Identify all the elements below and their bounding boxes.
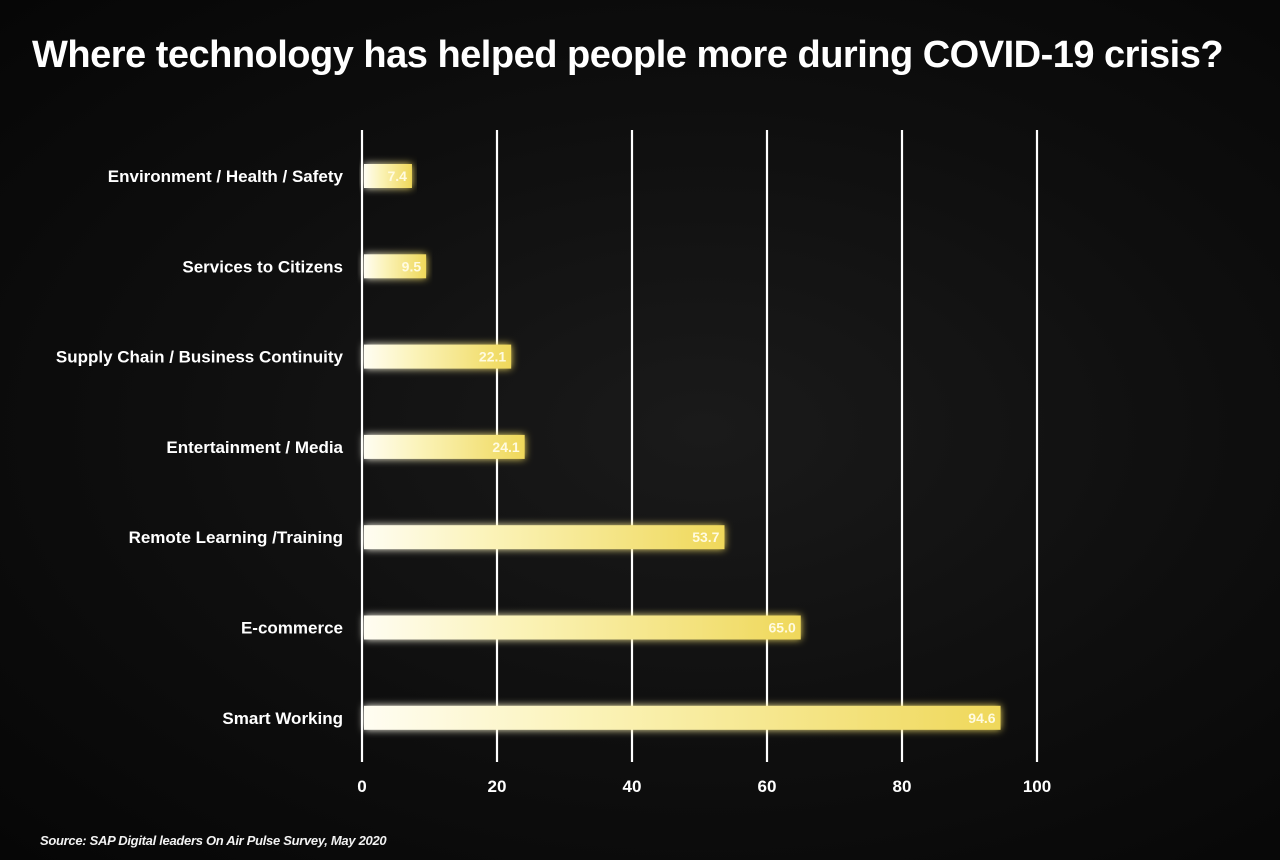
category-label-0: Environment / Health / Safety (108, 167, 344, 186)
category-label-3: Entertainment / Media (166, 438, 343, 457)
x-tick-label-0: 0 (357, 777, 366, 796)
value-label-1: 9.5 (402, 258, 422, 274)
x-tick-label-40: 40 (623, 777, 642, 796)
value-label-5: 65.0 (769, 620, 796, 636)
category-label-5: E-commerce (241, 619, 343, 638)
source-note: Source: SAP Digital leaders On Air Pulse… (40, 833, 387, 848)
value-label-0: 7.4 (387, 168, 407, 184)
category-label-2: Supply Chain / Business Continuity (56, 348, 344, 367)
value-label-6: 94.6 (968, 710, 995, 726)
value-label-2: 22.1 (479, 349, 506, 365)
x-axis-ticks: 0 20 40 60 80 100 (357, 777, 1051, 796)
category-labels: Environment / Health / Safety Services to… (56, 167, 344, 728)
bar-5 (364, 615, 801, 640)
category-label-4: Remote Learning /Training (129, 528, 343, 547)
x-tick-label-100: 100 (1023, 777, 1051, 796)
category-label-6: Smart Working (222, 709, 343, 728)
chart-title: Where technology has helped people more … (32, 34, 1224, 76)
x-tick-label-60: 60 (758, 777, 777, 796)
x-tick-label-20: 20 (488, 777, 507, 796)
bar-3 (364, 434, 525, 459)
bars (364, 164, 1001, 730)
x-tick-label-80: 80 (893, 777, 912, 796)
value-label-4: 53.7 (692, 529, 719, 545)
bar-2 (364, 344, 512, 369)
bar-0 (364, 164, 412, 188)
bar-6 (364, 705, 1001, 730)
value-label-3: 24.1 (492, 439, 519, 455)
bar-1 (364, 254, 427, 279)
category-label-1: Services to Citizens (182, 257, 343, 276)
bar-4 (364, 525, 725, 550)
value-labels: 7.4 9.5 22.1 24.1 53.7 65.0 94.6 (387, 168, 995, 726)
